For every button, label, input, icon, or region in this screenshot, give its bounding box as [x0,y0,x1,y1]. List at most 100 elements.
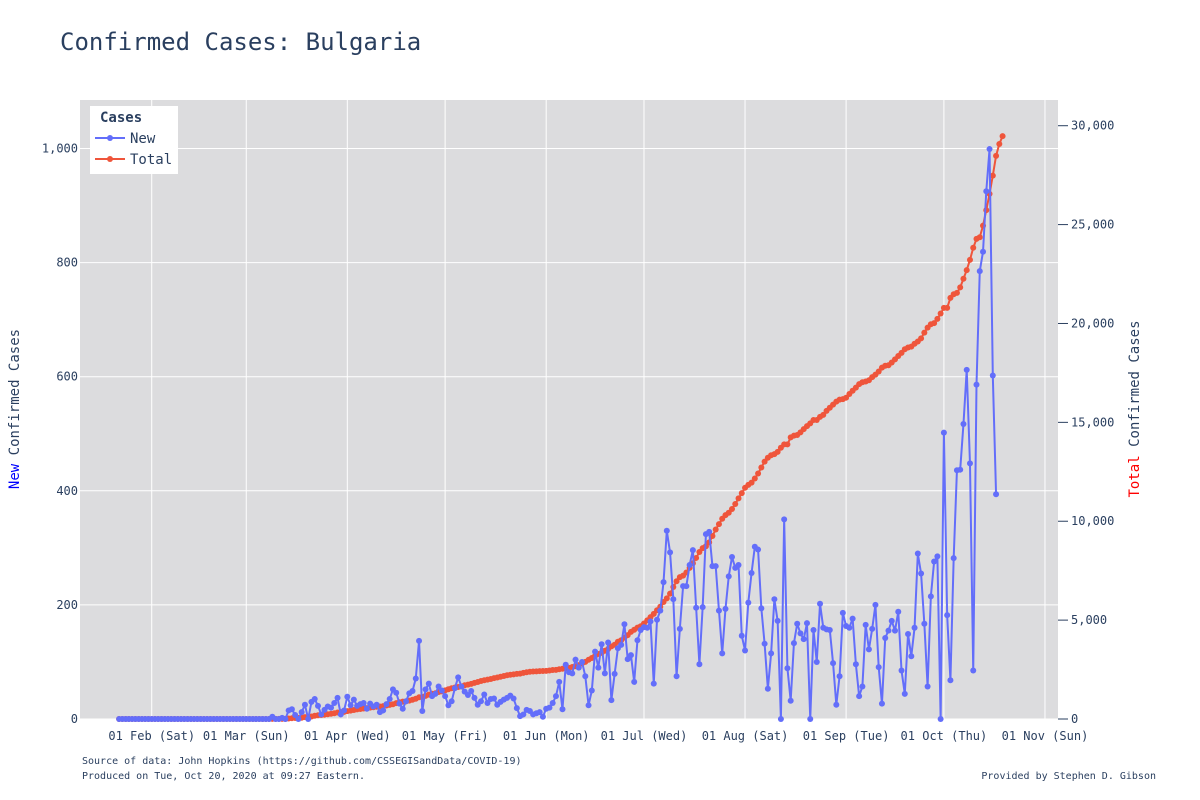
new-point [993,491,1000,498]
new-point [295,716,302,722]
new-point [830,660,837,667]
new-point [549,700,556,707]
new-point [944,612,951,619]
new-point [667,549,674,556]
new-point [817,600,824,607]
new-point [836,673,843,680]
new-point [438,687,445,694]
legend-title: Cases [100,110,142,126]
new-point [373,701,380,708]
left-tick-label: 0 [71,712,78,726]
legend-new-marker [107,135,113,141]
new-point [363,705,370,712]
new-point [989,372,996,379]
new-point [536,709,543,716]
new-point [797,630,804,637]
new-point [344,693,351,700]
new-point [380,707,387,714]
new-point [337,711,344,718]
new-point [764,685,771,692]
new-point [931,558,938,565]
new-point [298,709,305,716]
total-point [931,320,938,327]
legend: Cases New Total [90,106,178,174]
right-tick-label: 25,000 [1071,218,1114,232]
total-point [999,133,1006,140]
new-point [758,605,765,612]
left-tick-label: 1,000 [42,141,78,155]
new-point [539,713,546,720]
new-point [947,677,954,684]
new-point [862,621,869,628]
total-point [751,475,758,482]
new-point [282,716,289,722]
chart-title: Confirmed Cases: Bulgaria [60,28,421,56]
new-point [569,670,576,677]
new-point [311,696,318,703]
new-point [481,691,488,698]
new-point [872,601,879,608]
new-point [634,637,641,644]
series-new [116,146,1000,722]
total-point [963,267,970,274]
new-point [412,675,419,682]
new-point [403,698,409,705]
total-point [937,310,944,317]
total-point [921,329,928,336]
total-point [784,441,791,448]
new-point [331,700,338,707]
legend-box [90,106,178,174]
total-point [738,490,745,497]
x-tick-label: 01 Mar (Sun) [203,729,290,743]
new-point [693,604,700,611]
new-point [416,637,423,644]
new-point [579,658,586,665]
new-point [435,683,442,690]
new-point [852,661,859,668]
new-point [937,716,944,722]
new-point [839,609,846,616]
total-point [993,152,1000,159]
new-point [288,706,295,713]
total-point [735,495,742,502]
new-point [715,607,722,614]
new-point [699,604,706,611]
right-tick-label: 15,000 [1071,415,1114,429]
right-tick-label: 20,000 [1071,316,1114,330]
new-point [885,627,892,634]
right-axis-title: Total Confirmed Cases [1127,320,1143,497]
new-point [360,700,367,707]
new-point [484,700,491,707]
left-axis-ticks: 0 200 400 600 800 1,000 [42,141,78,726]
new-point [562,661,569,668]
new-point [683,583,690,590]
new-point [784,665,791,672]
total-point [729,505,735,512]
new-point [973,381,980,388]
new-point [608,697,615,704]
x-tick-label: 01 Sep (Tue) [803,729,890,743]
new-point [774,617,781,624]
right-axis-ticks: 0 5,000 10,000 15,000 20,000 25,000 30,000 [1058,119,1114,726]
new-point [918,570,925,577]
new-point [305,716,312,722]
new-point [859,683,866,690]
new-point [807,716,814,722]
new-point [960,421,967,428]
footer-produced: Produced on Tue, Oct 20, 2020 at 09:27 E… [82,771,365,782]
total-point [663,595,670,602]
new-point [676,625,683,632]
new-point [895,608,902,615]
x-tick-label: 01 Oct (Thu) [901,729,988,743]
new-point [318,711,325,718]
new-point [334,694,341,701]
total-point [820,411,827,418]
new-point [787,697,794,704]
new-point [621,621,628,628]
new-point [663,527,670,534]
new-point [914,550,921,557]
new-point [383,701,390,708]
new-point [768,650,775,657]
new-point [934,553,941,560]
total-point [970,244,977,251]
